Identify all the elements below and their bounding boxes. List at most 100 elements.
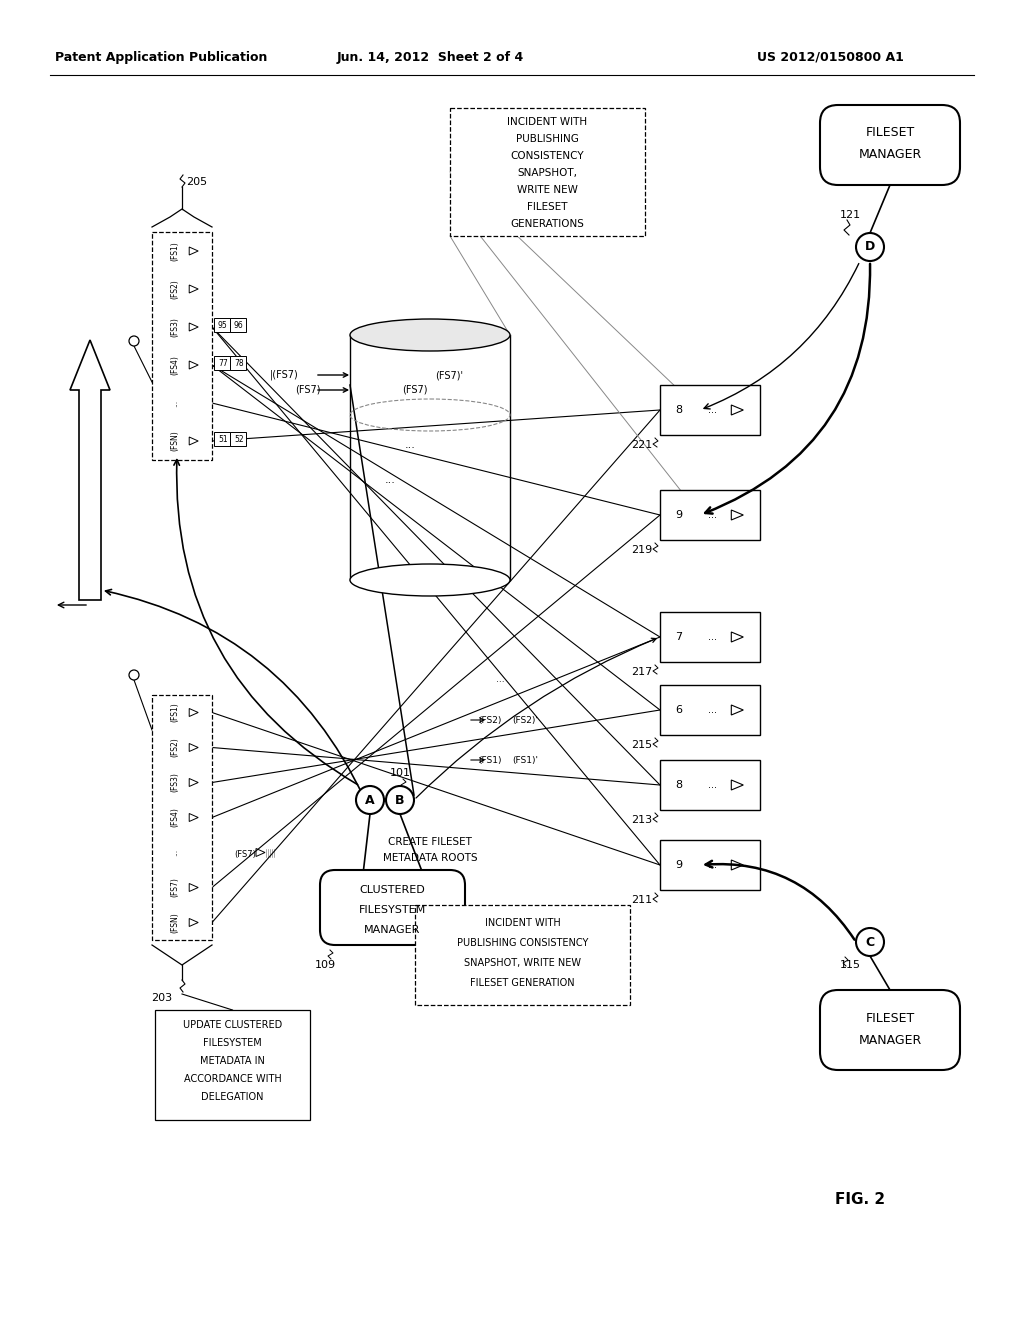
Text: (FS1): (FS1) (478, 755, 502, 764)
Text: MANAGER: MANAGER (858, 1034, 922, 1047)
Text: FILESYSTEM: FILESYSTEM (358, 906, 426, 915)
Text: 9: 9 (676, 510, 683, 520)
Text: 8: 8 (676, 405, 683, 414)
Text: CLUSTERED: CLUSTERED (359, 884, 425, 895)
Text: FILESET: FILESET (865, 1011, 914, 1024)
Text: METADATA ROOTS: METADATA ROOTS (383, 853, 477, 863)
Text: (FSN): (FSN) (170, 912, 179, 933)
Text: (FS3): (FS3) (170, 772, 179, 792)
Circle shape (129, 337, 139, 346)
Bar (152, 696, 212, 940)
Text: (FS2): (FS2) (478, 715, 502, 725)
Text: (FS7): (FS7) (402, 385, 427, 395)
Text: 219: 219 (631, 545, 652, 554)
Text: 205: 205 (186, 177, 208, 187)
Text: GENERATIONS: GENERATIONS (511, 219, 585, 228)
Text: 217: 217 (631, 667, 652, 677)
Text: (FS7): (FS7) (234, 850, 256, 859)
Text: ...: ... (708, 405, 717, 414)
Bar (660, 385, 760, 436)
Text: (FS7): (FS7) (295, 385, 321, 395)
Bar (450, 108, 645, 236)
Text: PUBLISHING: PUBLISHING (516, 135, 579, 144)
Text: INCIDENT WITH: INCIDENT WITH (508, 117, 588, 127)
Text: Patent Application Publication: Patent Application Publication (55, 50, 267, 63)
Text: METADATA IN: METADATA IN (200, 1056, 265, 1067)
Text: Jun. 14, 2012  Sheet 2 of 4: Jun. 14, 2012 Sheet 2 of 4 (336, 50, 523, 63)
Text: 213: 213 (631, 814, 652, 825)
Text: UPDATE CLUSTERED: UPDATE CLUSTERED (183, 1020, 283, 1030)
Text: PUBLISHING CONSISTENCY: PUBLISHING CONSISTENCY (457, 939, 588, 948)
Text: 9: 9 (676, 861, 683, 870)
Text: WRITE NEW: WRITE NEW (517, 185, 578, 195)
Text: (FS4): (FS4) (170, 808, 179, 828)
Text: FILESET: FILESET (865, 127, 914, 140)
Text: ...: ... (708, 632, 717, 642)
Text: A: A (366, 793, 375, 807)
Text: (FS1): (FS1) (170, 702, 179, 722)
FancyBboxPatch shape (319, 870, 465, 945)
Text: ...: ... (708, 705, 717, 715)
Bar (214, 432, 230, 446)
Bar (660, 840, 760, 890)
Text: |(FS7): |(FS7) (270, 370, 299, 380)
Text: 121: 121 (840, 210, 861, 220)
Text: SNAPSHOT,: SNAPSHOT, (517, 168, 578, 178)
Text: ...: ... (404, 440, 416, 450)
Text: 77: 77 (218, 359, 227, 367)
Text: MANAGER: MANAGER (858, 149, 922, 161)
Text: (FS2): (FS2) (170, 738, 179, 758)
FancyBboxPatch shape (820, 106, 961, 185)
Text: ...: ... (496, 676, 504, 685)
Text: ACCORDANCE WITH: ACCORDANCE WITH (183, 1074, 282, 1084)
Text: INCIDENT WITH: INCIDENT WITH (484, 917, 560, 928)
Text: 215: 215 (631, 741, 652, 750)
Text: FIG. 2: FIG. 2 (835, 1192, 885, 1208)
Text: 101: 101 (389, 768, 411, 777)
Text: FILESET GENERATION: FILESET GENERATION (470, 978, 574, 987)
Text: 221: 221 (631, 440, 652, 450)
Text: (FS7): (FS7) (170, 878, 179, 898)
Bar (230, 356, 246, 370)
Text: ...: ... (708, 780, 717, 789)
Bar (214, 318, 230, 333)
Text: (FS3): (FS3) (170, 317, 179, 337)
Text: (FSN): (FSN) (170, 430, 179, 451)
Circle shape (386, 785, 414, 814)
Bar (152, 232, 212, 459)
Text: 7: 7 (676, 632, 683, 642)
Text: 115: 115 (840, 960, 861, 970)
Text: 51: 51 (218, 434, 227, 444)
Text: 8: 8 (676, 780, 683, 789)
Text: (FS2): (FS2) (170, 279, 179, 298)
Text: MANAGER: MANAGER (365, 925, 421, 935)
Text: 211: 211 (631, 895, 652, 906)
Circle shape (129, 671, 139, 680)
Text: 96: 96 (234, 321, 244, 330)
Text: 52: 52 (234, 434, 244, 444)
Text: (FS1): (FS1) (170, 242, 179, 261)
Text: 95: 95 (218, 321, 227, 330)
Text: 78: 78 (234, 359, 244, 367)
Text: ...: ... (385, 475, 395, 484)
Text: (FS7)': (FS7)' (435, 370, 463, 380)
Text: C: C (865, 936, 874, 949)
Text: (FS1)': (FS1)' (512, 755, 538, 764)
Bar (660, 760, 760, 810)
Bar (660, 612, 760, 663)
Bar (660, 685, 760, 735)
Text: B: B (395, 793, 404, 807)
Text: SNAPSHOT, WRITE NEW: SNAPSHOT, WRITE NEW (464, 958, 581, 968)
Circle shape (856, 234, 884, 261)
Text: CONSISTENCY: CONSISTENCY (511, 150, 585, 161)
Circle shape (356, 785, 384, 814)
Text: CREATE FILESET: CREATE FILESET (388, 837, 472, 847)
Bar (415, 906, 630, 1005)
Bar (214, 356, 230, 370)
Ellipse shape (350, 564, 510, 597)
Polygon shape (70, 341, 110, 601)
Bar (230, 318, 246, 333)
Text: ...: ... (708, 861, 717, 870)
Bar (660, 490, 760, 540)
Text: D: D (865, 240, 876, 253)
